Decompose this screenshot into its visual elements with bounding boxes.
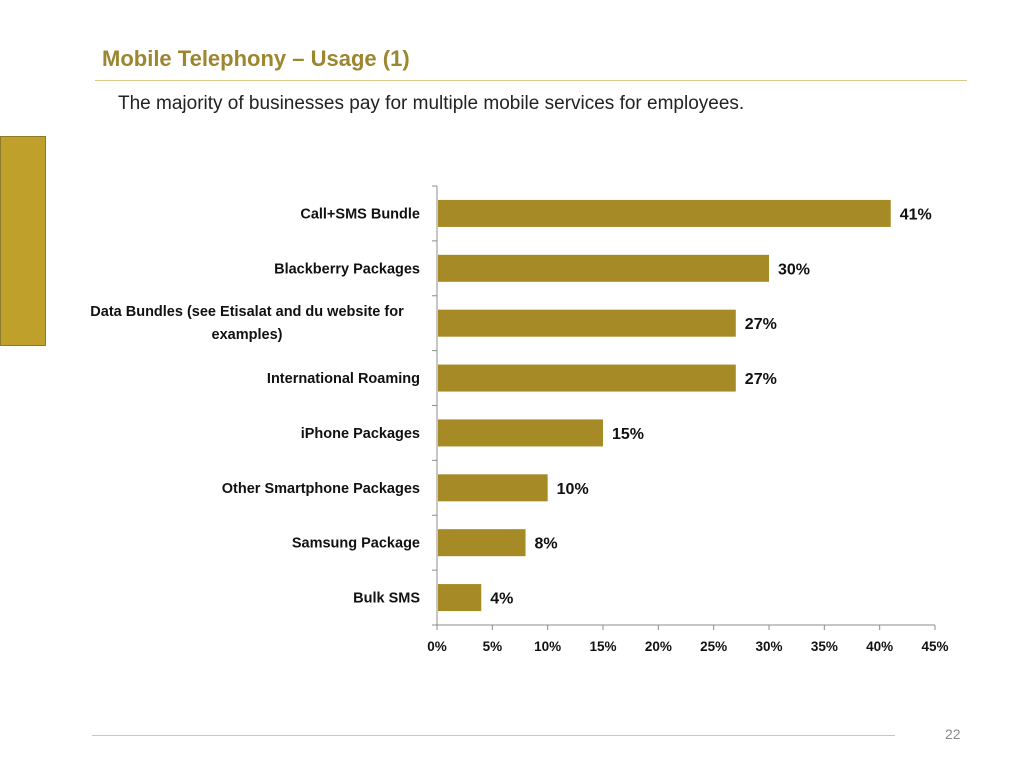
- bar: [438, 474, 548, 502]
- bar: [438, 254, 769, 282]
- bar-value-label: 4%: [490, 591, 513, 608]
- bar-value-label: 30%: [778, 261, 810, 278]
- bar: [438, 309, 736, 337]
- category-label: iPhone Packages: [301, 426, 420, 442]
- x-tick-label: 25%: [700, 639, 727, 654]
- category-label: Call+SMS Bundle: [300, 206, 420, 222]
- bars-layer: [438, 199, 891, 612]
- category-label: Other Smartphone Packages: [222, 481, 420, 497]
- x-tick-label: 40%: [866, 639, 893, 654]
- labels-layer: 0% 5% 10% 15% 20% 25% 30% 35% 40% 45% 41% Call+SMS …: [90, 206, 948, 654]
- category-label: Blackberry Packages: [274, 261, 420, 277]
- category-label: International Roaming: [267, 371, 420, 387]
- bar-value-label: 27%: [745, 316, 777, 333]
- bar: [438, 419, 603, 447]
- bar: [438, 199, 891, 227]
- bar-value-label: 8%: [535, 536, 558, 553]
- bar: [438, 529, 526, 557]
- x-tick-label: 35%: [811, 639, 838, 654]
- bar-value-label: 41%: [900, 206, 932, 223]
- slide-subtitle: The majority of businesses pay for multi…: [118, 93, 745, 114]
- x-tick-label: 5%: [483, 639, 503, 654]
- x-tick-label: 30%: [755, 639, 782, 654]
- category-label: Bulk SMS: [353, 591, 420, 607]
- page-number: 22: [945, 726, 961, 742]
- x-tick-label: 20%: [645, 639, 672, 654]
- x-tick-label: 0%: [427, 639, 447, 654]
- x-tick-label: 10%: [534, 639, 561, 654]
- bar-value-label: 27%: [745, 371, 777, 388]
- footer-divider: [92, 735, 895, 736]
- title-divider: [95, 80, 967, 81]
- category-label: Samsung Package: [292, 536, 420, 552]
- bar: [438, 364, 736, 392]
- category-label: Data Bundles (see Etisalat and du websit…: [90, 304, 404, 343]
- bar-value-label: 15%: [612, 426, 644, 443]
- x-tick-label: 15%: [589, 639, 616, 654]
- bar: [438, 584, 482, 612]
- axis-layer: [432, 185, 936, 630]
- x-tick-label: 45%: [921, 639, 948, 654]
- slide-title: Mobile Telephony – Usage (1): [102, 46, 410, 71]
- bar-value-label: 10%: [557, 481, 589, 498]
- side-accent-block: [0, 136, 46, 346]
